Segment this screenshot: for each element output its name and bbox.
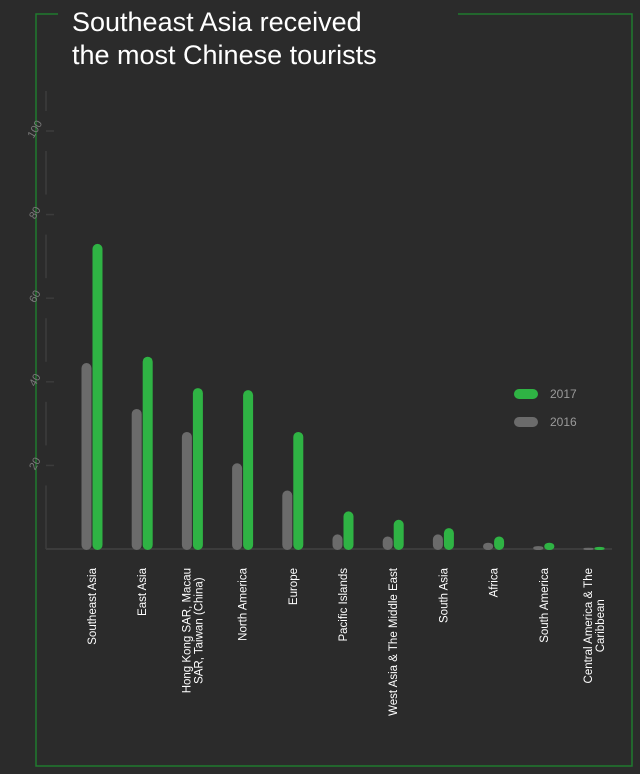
category-label-line: SAR, Taiwan (China) <box>193 577 205 684</box>
category-label: North America <box>238 567 250 640</box>
x-axis-labels: Southeast Asia East Asia Hong Kong SAR, Ma… <box>87 567 607 716</box>
bar-2017-7 <box>443 528 454 550</box>
bar-2017-8 <box>494 536 505 550</box>
category-label-line: North America <box>238 567 250 640</box>
bar-2017-10 <box>594 546 605 550</box>
bar-2017-5 <box>343 511 354 550</box>
legend-label-2017: 2017 <box>550 387 577 401</box>
category-label-line: Europe <box>288 568 300 605</box>
bar-2016-9 <box>533 546 544 550</box>
bar-2017-9 <box>544 542 555 550</box>
category-label: Africa <box>489 567 501 597</box>
y-tick-label: 80 <box>27 205 44 222</box>
y-tick-label: 40 <box>27 372 44 389</box>
category-label: Hong Kong SAR, Macau SAR, Taiwan (China) <box>181 568 205 693</box>
category-label-line: Caribbean <box>595 599 607 652</box>
y-axis: 20 40 60 80 100 <box>26 91 612 550</box>
y-tick-label: 100 <box>26 119 46 141</box>
bar-2017-4 <box>293 431 304 550</box>
legend: 2017 2016 <box>514 387 577 429</box>
category-label: West Asia & The Middle East <box>388 567 400 716</box>
bars <box>81 243 605 551</box>
bar-2016-7 <box>432 534 443 550</box>
legend-label-2016: 2016 <box>550 415 577 429</box>
bar-2016-1 <box>131 408 142 550</box>
bar-2016-5 <box>332 534 343 550</box>
chart-title: Southeast Asia received the most Chinese… <box>72 6 472 72</box>
category-label-line: South America <box>539 567 551 642</box>
category-label-line: Pacific Islands <box>338 568 350 642</box>
y-tick-label: 60 <box>27 288 44 305</box>
category-label: Pacific Islands <box>338 568 350 642</box>
bar-2016-8 <box>483 542 494 550</box>
category-label-line: Hong Kong SAR, Macau <box>181 568 193 693</box>
bar-2017-0 <box>92 243 103 551</box>
bar-2016-4 <box>282 490 293 550</box>
category-label-line: Southeast Asia <box>87 567 99 644</box>
category-label-line: South Asia <box>438 567 450 623</box>
bar-2017-1 <box>142 356 153 550</box>
legend-swatch-2017 <box>514 389 538 399</box>
legend-swatch-2016 <box>514 417 538 427</box>
category-label: East Asia <box>137 567 149 616</box>
y-tick-label: 20 <box>27 456 44 473</box>
bar-2016-6 <box>382 536 393 550</box>
bar-2016-0 <box>81 362 92 550</box>
bar-2016-10 <box>583 547 594 550</box>
category-label: South America <box>539 567 551 642</box>
frame-border <box>35 13 633 767</box>
category-label: South Asia <box>438 567 450 623</box>
bar-2017-2 <box>192 388 203 550</box>
category-label-line: Central America & The <box>583 568 595 683</box>
chart-title-line-1: Southeast Asia received <box>72 7 362 37</box>
bar-2017-6 <box>393 519 404 550</box>
category-label: Central America & The Caribbean <box>583 568 607 683</box>
category-label-line: West Asia & The Middle East <box>388 567 400 716</box>
category-label-line: Africa <box>489 567 501 597</box>
bar-2016-2 <box>181 431 192 550</box>
category-label: Europe <box>288 568 300 605</box>
chart-title-line-2: the most Chinese tourists <box>72 40 377 70</box>
category-label-line: East Asia <box>137 567 149 616</box>
category-label: Southeast Asia <box>87 567 99 644</box>
bar-2017-3 <box>243 390 254 550</box>
bar-2016-3 <box>232 463 243 550</box>
